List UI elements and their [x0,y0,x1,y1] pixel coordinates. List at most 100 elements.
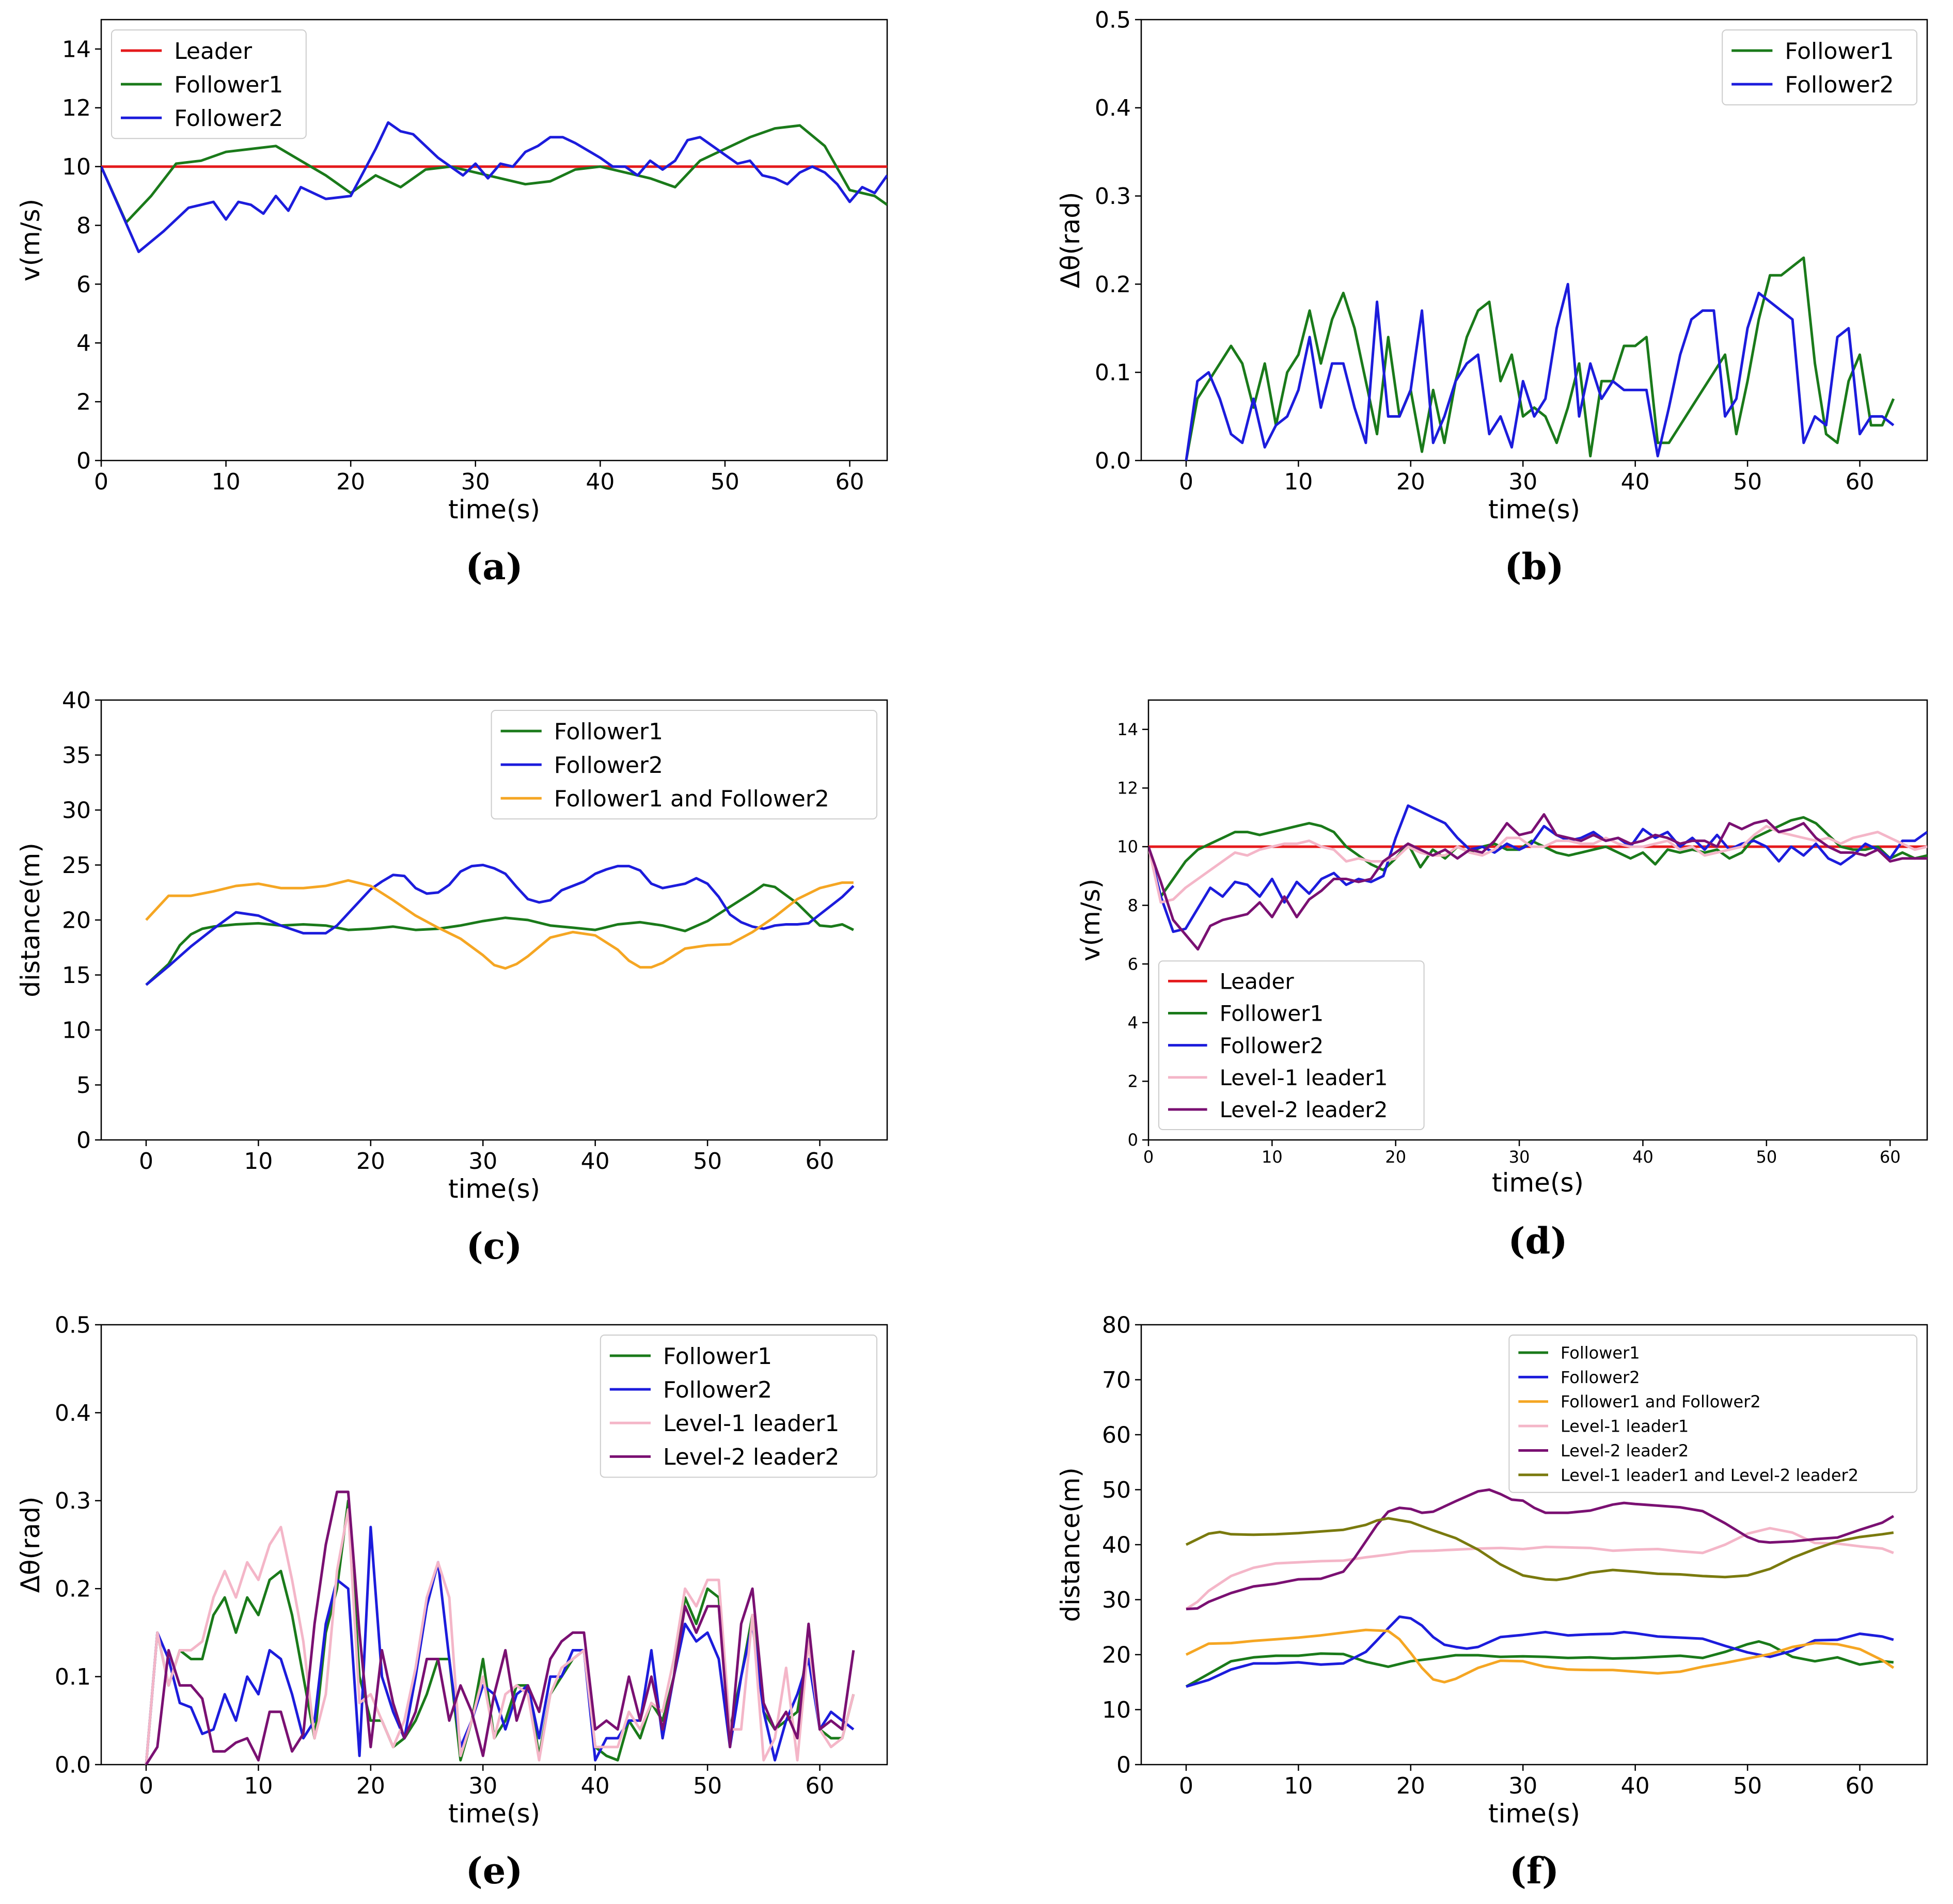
legend-label: Level-1 leader1 [1220,1065,1388,1090]
series-line-level-2-leader2 [145,1490,855,1765]
y-axis-label: v(m/s) [1076,879,1106,961]
x-tick-label: 0 [1143,1147,1154,1167]
chart-f: 0 10 20 30 40 50 60 0 10 20 30 40 50 60 70 80 time(s) dis… [1056,1312,1928,1892]
legend-label: Follower1 [1561,1343,1640,1363]
y-tick-label: 0 [76,448,91,474]
x-tick-label: 20 [1385,1147,1406,1167]
y-tick-label: 80 [1102,1312,1131,1338]
x-axis-label: time(s) [448,495,540,525]
y-tick-label: 2 [1128,1072,1138,1091]
legend-label: Level-1 leader1 and Level-2 leader2 [1561,1465,1858,1485]
x-axis-label: time(s) [448,1174,540,1204]
x-tick-label: 40 [581,1773,610,1799]
chart-a: 0 10 20 30 40 50 60 0 2 4 6 8 10 12 14 time(s) v(m/s) (a)… [15,19,888,588]
legend-label: Follower1 [554,719,663,745]
y-tick-label: 14 [1117,720,1138,739]
x-tick-label: 20 [356,1148,385,1175]
x-tick-label: 0 [139,1773,153,1799]
series-line-follower1 [1185,256,1895,461]
x-tick-label: 60 [806,1773,834,1799]
y-tick-label: 14 [62,36,91,62]
y-tick-label: 6 [76,272,91,298]
series-line-level-2-leader2 [1148,813,1927,951]
panel-caption: (b) [1504,545,1564,588]
x-tick-label: 40 [1632,1147,1653,1167]
y-tick-label: 0.1 [1095,360,1131,386]
y-tick-label: 0.5 [1095,7,1131,33]
legend-box [600,1335,878,1478]
x-tick-label: 60 [1880,1147,1901,1167]
y-tick-label: 6 [1128,954,1138,974]
x-tick-label: 60 [1846,469,1875,495]
x-tick-label: 30 [468,1773,497,1799]
legend: Follower1 Follower2 Level-1 leader1 Level-2… [600,1335,878,1478]
legend-box [1722,29,1917,106]
y-tick-label: 0.0 [1095,448,1131,474]
legend-box [111,29,307,139]
x-tick-label: 30 [1508,469,1537,495]
legend-label: Follower2 [1785,72,1894,98]
x-tick-label: 40 [1621,469,1650,495]
x-tick-label: 50 [693,1773,722,1799]
legend-label: Follower1 [174,72,283,98]
chart-e: 0 10 20 30 40 50 60 0.0 0.1 0.2 0.3 0.4 0.5 time(s) Δθ… [15,1312,888,1892]
series-line-follower1 [145,883,854,986]
series-line-follower1 [1148,816,1927,898]
y-tick-label: 0.4 [55,1400,91,1426]
y-tick-label: 20 [1102,1642,1131,1668]
y-tick-label: 8 [1128,896,1138,915]
series-line-level-2-leader2 [1186,1488,1895,1611]
y-tick-label: 25 [62,852,91,879]
legend-label: Follower1 [1785,38,1894,65]
x-tick-label: 60 [836,469,864,495]
x-tick-label: 0 [94,469,108,495]
x-tick-label: 0 [1179,469,1193,495]
y-axis-label: distance(m) [15,843,45,997]
legend-label: Follower1 and Follower2 [554,786,829,812]
y-axis-label: Δθ(rad) [1056,192,1085,289]
y-axis-label: v(m/s) [15,199,45,281]
y-tick-label: 30 [1102,1587,1131,1613]
panel-caption: (d) [1508,1219,1567,1262]
y-tick-label: 40 [62,687,91,713]
legend-box [491,710,877,820]
y-tick-label: 15 [62,962,91,989]
legend-label: Follower2 [1561,1368,1640,1387]
legend-label: Follower1 [1220,1001,1324,1026]
series-line-follower2 [1148,804,1927,933]
legend-label: Follower2 [1220,1033,1324,1058]
panel-caption: (e) [466,1849,523,1892]
y-tick-label: 0.3 [1095,183,1131,210]
x-tick-label: 50 [1733,1773,1762,1799]
x-tick-label: 10 [212,469,241,495]
legend-label: Level-2 leader2 [1561,1441,1689,1461]
series-line-level-1-leader1 [145,1508,855,1765]
y-tick-label: 70 [1102,1367,1131,1393]
legend-label: Follower2 [554,752,663,779]
y-tick-label: 0.5 [55,1312,91,1338]
x-tick-label: 40 [581,1148,610,1175]
series-line-follower1-and-follower2 [145,879,854,970]
y-tick-label: 10 [1117,837,1138,856]
panel-caption: (c) [466,1225,523,1267]
series-line-follower2 [1185,282,1895,461]
x-tick-label: 30 [461,469,490,495]
y-tick-label: 30 [62,797,91,823]
x-tick-label: 30 [468,1148,497,1175]
y-tick-label: 20 [62,907,91,933]
legend-label: Level-2 leader2 [663,1444,839,1470]
x-tick-label: 50 [1733,469,1762,495]
series-line-follower2 [101,121,887,253]
legend-label: Follower1 and Follower2 [1561,1392,1761,1411]
y-tick-label: 10 [1102,1697,1131,1723]
x-tick-label: 10 [1284,1773,1313,1799]
x-tick-label: 50 [711,469,739,495]
series-line-follower1 [101,124,887,224]
chart-b: 0 10 20 30 40 50 60 0.0 0.1 0.2 0.3 0.4 0.5 time(s) Δθ… [1056,7,1928,588]
y-tick-label: 12 [62,95,91,121]
x-tick-label: 30 [1509,1147,1530,1167]
x-axis-label: time(s) [448,1799,540,1829]
x-tick-label: 60 [806,1148,834,1175]
y-tick-label: 0.3 [55,1488,91,1514]
legend-box [1158,960,1425,1130]
